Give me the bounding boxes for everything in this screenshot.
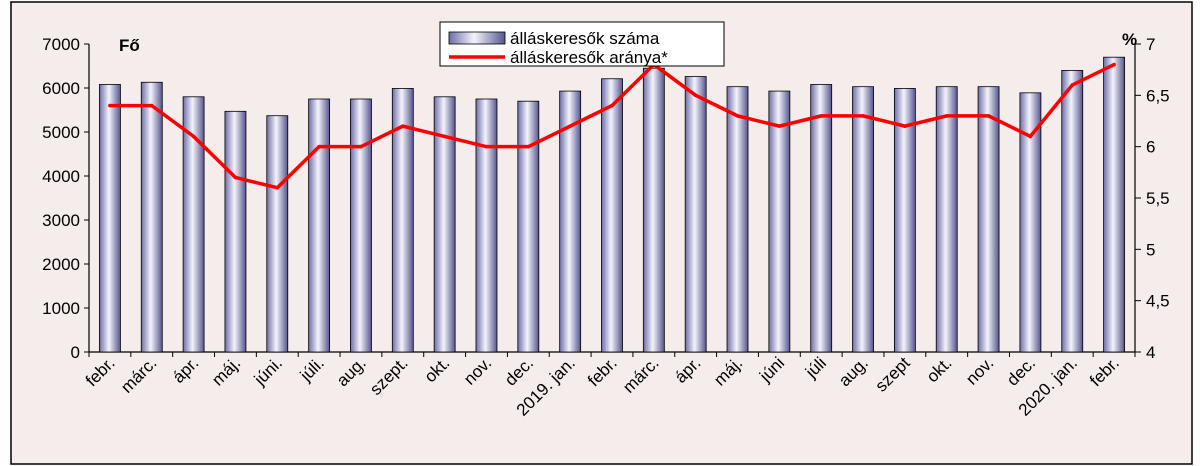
bar: [852, 86, 874, 353]
bar: [182, 96, 205, 353]
legend-swatch-bars: [448, 31, 506, 45]
left-tick-label: 1000: [42, 299, 80, 318]
right-tick-label: 6: [1146, 138, 1155, 157]
right-axis-ticks: 4 4,5 5 5,5 6 6,5 7: [1135, 35, 1170, 362]
line-point: [191, 134, 196, 139]
bar: [391, 88, 414, 353]
line-point: [1112, 62, 1116, 67]
legend-label-bars: álláskeresők száma: [510, 29, 660, 48]
right-tick-label: 4,5: [1146, 292, 1170, 311]
legend-label-line: álláskeresők aránya*: [510, 48, 668, 67]
line-point: [777, 124, 782, 128]
bar: [559, 90, 582, 353]
bar: [935, 86, 958, 353]
line-point: [819, 114, 823, 118]
line-point: [233, 175, 238, 180]
line-point: [401, 124, 405, 128]
line-point: [610, 103, 614, 108]
line-point: [903, 124, 907, 128]
right-tick-label: 7: [1146, 35, 1155, 54]
line-point: [275, 185, 280, 190]
bar: [726, 86, 749, 353]
left-axis-ticks: 0 1000 2000 3000 4000 5000 6000 7000: [42, 35, 89, 362]
right-tick-label: 5: [1146, 240, 1155, 259]
line-point: [861, 114, 865, 118]
line-point: [526, 144, 531, 149]
line-point: [317, 144, 321, 149]
bar: [684, 76, 707, 353]
bar: [601, 78, 623, 353]
line-point: [484, 144, 489, 149]
line-point: [149, 103, 154, 108]
bar: [1061, 70, 1084, 353]
bar: [893, 88, 916, 353]
line-point: [442, 134, 447, 139]
line-point: [359, 144, 363, 149]
line-point: [108, 103, 112, 108]
bar: [977, 86, 1000, 353]
bar-series: [99, 56, 1125, 353]
line-point: [1028, 134, 1033, 139]
bar: [810, 84, 833, 353]
left-tick-label: 7000: [42, 35, 80, 54]
left-tick-label: 4000: [42, 167, 80, 186]
left-tick-label: 6000: [42, 79, 80, 98]
left-axis-label: Fő: [119, 36, 140, 55]
right-tick-label: 4: [1146, 343, 1155, 362]
left-tick-label: 3000: [42, 211, 80, 230]
line-series: [108, 62, 1116, 190]
line-point: [693, 93, 698, 98]
bar: [433, 96, 456, 353]
bar: [1019, 92, 1042, 353]
bar: [350, 98, 372, 353]
line-point: [986, 114, 991, 118]
legend: álláskeresők száma álláskeresők aránya*: [439, 21, 725, 67]
bar: [768, 90, 791, 353]
left-tick-label: 0: [71, 343, 80, 362]
bar: [99, 84, 121, 353]
bar: [1103, 56, 1125, 353]
bar: [224, 110, 247, 353]
right-tick-label: 6,5: [1146, 86, 1170, 105]
bar: [475, 98, 498, 353]
bar: [140, 81, 163, 353]
line-point: [1070, 83, 1075, 87]
bar: [642, 67, 665, 353]
line-point: [944, 114, 949, 118]
line-point: [735, 114, 740, 118]
bar: [266, 115, 289, 353]
bar: [517, 100, 540, 353]
bar: [308, 98, 331, 353]
right-tick-label: 5,5: [1146, 189, 1170, 208]
line-point: [568, 124, 572, 128]
right-axis-label: %: [1122, 30, 1137, 49]
left-tick-label: 5000: [42, 123, 80, 142]
left-tick-label: 2000: [42, 255, 80, 274]
